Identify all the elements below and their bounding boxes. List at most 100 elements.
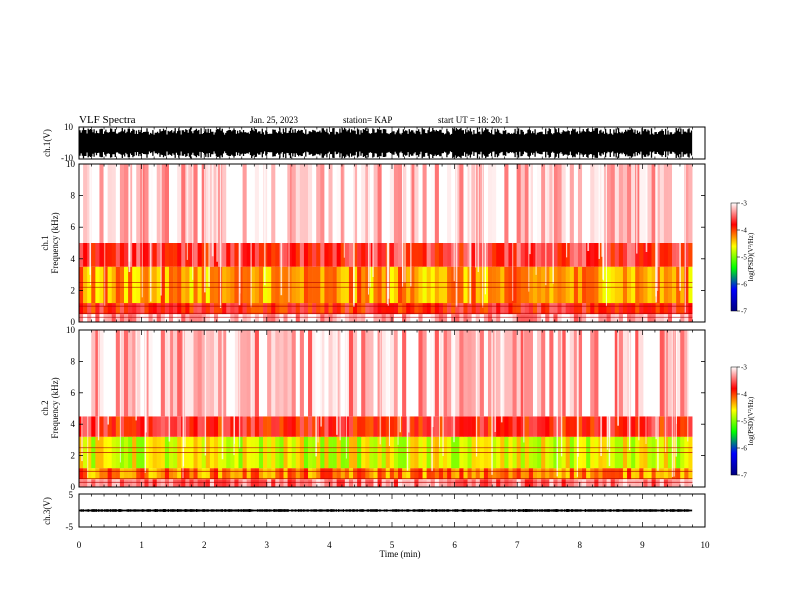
ch1-spectrogram-cell <box>500 314 505 322</box>
ch1-spectrogram-cell <box>181 303 186 315</box>
ch2-spectrogram-cell <box>181 479 186 487</box>
time-tick-label: 8 <box>578 540 583 550</box>
ch1-spectrogram-cell <box>557 243 562 267</box>
ch2-spectrogram-cell <box>438 479 444 487</box>
ch1-spectrogram-cell <box>258 303 264 315</box>
ch2-spectrogram-cell <box>545 468 550 480</box>
ch1-spectrogram-streak <box>552 164 554 284</box>
ch2-spectrogram-cell <box>582 479 587 487</box>
ch1-spectrogram-cell <box>676 266 681 304</box>
ch1-spectrogram-cell <box>365 266 370 304</box>
ch1-spectrogram-cell <box>520 243 526 267</box>
ch1-spectrogram-streak <box>192 164 194 280</box>
ch1-spectrogram-cell <box>250 303 256 315</box>
ch2-frequency-tick-label: 0 <box>71 482 76 492</box>
time-tick-label: 1 <box>139 540 144 550</box>
ch1-spectrogram-cell <box>463 243 468 267</box>
ch1-spectrogram-streak <box>410 164 412 287</box>
ch2-spectrogram-cell <box>451 468 456 480</box>
ch1-spectrogram-cell <box>500 303 505 315</box>
ch2-spectrogram-cell <box>565 330 571 417</box>
ch2-spectrogram-cell <box>107 416 113 437</box>
ch2-spectrogram-cell <box>426 330 432 417</box>
ch1-spectrogram-cell <box>573 303 579 315</box>
ch1-spectrogram-cell <box>684 303 689 315</box>
ch1-spectrogram-cell <box>463 164 468 243</box>
ch1-spectrogram-cell <box>291 314 297 322</box>
ch2-spectrogram-cell <box>631 416 636 437</box>
ch2-spectrogram-cell <box>144 479 149 487</box>
ch1-spectrogram-cell <box>672 303 677 315</box>
ch2-spectrogram-cell <box>463 330 468 417</box>
ch2-spectrogram-cell <box>324 479 329 487</box>
ch1-colorbar <box>730 202 738 312</box>
ch1-spectrogram-cell <box>684 266 689 304</box>
ch2-colorbar-tick-label: -6 <box>741 445 747 453</box>
ch2-spectrogram-cell <box>303 479 309 487</box>
ch1-spectrogram-cell <box>381 303 387 315</box>
ch2-spectrogram-streak <box>577 330 579 457</box>
ch1-spectrogram-cell <box>508 314 513 322</box>
ch1-spectrogram-cell <box>308 303 313 315</box>
ch2-spectrogram-cell <box>107 479 113 487</box>
ch2-spectrogram-cell <box>557 479 562 487</box>
ch2-spectrogram-cell <box>164 479 170 487</box>
ch1-spectrogram-cell <box>91 164 96 243</box>
ch2-spectrogram-cell <box>516 468 522 480</box>
ch2-spectrogram-cell <box>520 479 526 487</box>
ch1-spectrogram-cell <box>258 314 264 322</box>
ch1-spectrogram-cell <box>479 266 485 304</box>
ch2-colorbar-ticks: -3 -4 -5 -6 -7 <box>737 364 747 480</box>
ch1-spectrogram-cell <box>132 303 137 315</box>
ch2-spectrogram-cell <box>213 479 219 487</box>
ch1-spectrogram-cell <box>496 266 501 304</box>
ch1-spectrogram-cell <box>103 243 108 267</box>
ch1-spectrogram-cell <box>447 266 452 304</box>
ch1-spectrogram-cell <box>189 314 194 322</box>
ch1-spectrogram-cell <box>639 303 644 315</box>
ch2-spectrogram-streak <box>606 330 609 450</box>
ch2-spectrogram-cell <box>500 479 505 487</box>
ch1-spectrogram-cell <box>418 303 423 315</box>
ch1-spectrogram-cell <box>316 314 321 322</box>
ch2-spectrogram-cell <box>164 416 170 437</box>
ch1-spectrogram-cell <box>451 314 456 322</box>
ch2-spectrogram-cell <box>369 330 374 417</box>
ch1-spectrogram-cell <box>353 314 358 322</box>
ch2-spectrogram-cell <box>226 330 231 417</box>
ch1-spectrogram-cell <box>443 266 448 304</box>
ch2-spectrogram-cell <box>402 479 407 487</box>
ch2-spectrogram-cell <box>336 330 342 417</box>
ch1-spectrogram-cell <box>443 314 448 322</box>
ch2-spectrogram-cell <box>385 468 391 480</box>
ch1-spectrogram-cell <box>344 314 350 322</box>
ch2-spectrogram-cell <box>291 468 297 480</box>
ch2-spectrogram-cell <box>246 468 252 480</box>
ch1-spectrogram-cell <box>577 266 583 304</box>
ch1-spectrogram-cell <box>287 266 292 304</box>
ch2-spectrogram-cell <box>91 330 96 417</box>
ch3-voltage-trace <box>79 509 693 512</box>
ch1-spectrogram-cell <box>594 314 599 322</box>
ch1-spectrogram-cell <box>201 266 207 304</box>
ch1-spectrogram-cell <box>443 243 448 267</box>
ch1-spectrogram-cell <box>91 303 96 315</box>
ch1-spectrogram-cell <box>545 314 550 322</box>
ch2-spectrogram-cell <box>438 416 444 437</box>
ch1-spectrogram-streak <box>545 164 547 286</box>
ch2-spectrogram-cell <box>148 330 153 417</box>
ch2-spectrogram-cell <box>156 479 162 487</box>
ch2-spectrogram-cell <box>103 468 108 480</box>
ch1-spectrogram-cell <box>598 303 603 315</box>
ch1-spectrogram-cell <box>614 303 620 315</box>
ch1-spectrogram-cell <box>324 303 329 315</box>
ch2-spectrogram-cell <box>389 330 395 417</box>
ch1-spectrogram-cell <box>263 303 268 315</box>
ch1-spectrogram-cell <box>99 303 104 315</box>
ch2-spectrogram-cell <box>99 330 104 417</box>
ch1-spectrogram-cell <box>602 314 607 322</box>
ch2-spectrogram-cell <box>250 416 256 437</box>
ch1-spectrogram-cell <box>471 303 477 315</box>
ch1-spectrogram-cell <box>492 314 497 322</box>
